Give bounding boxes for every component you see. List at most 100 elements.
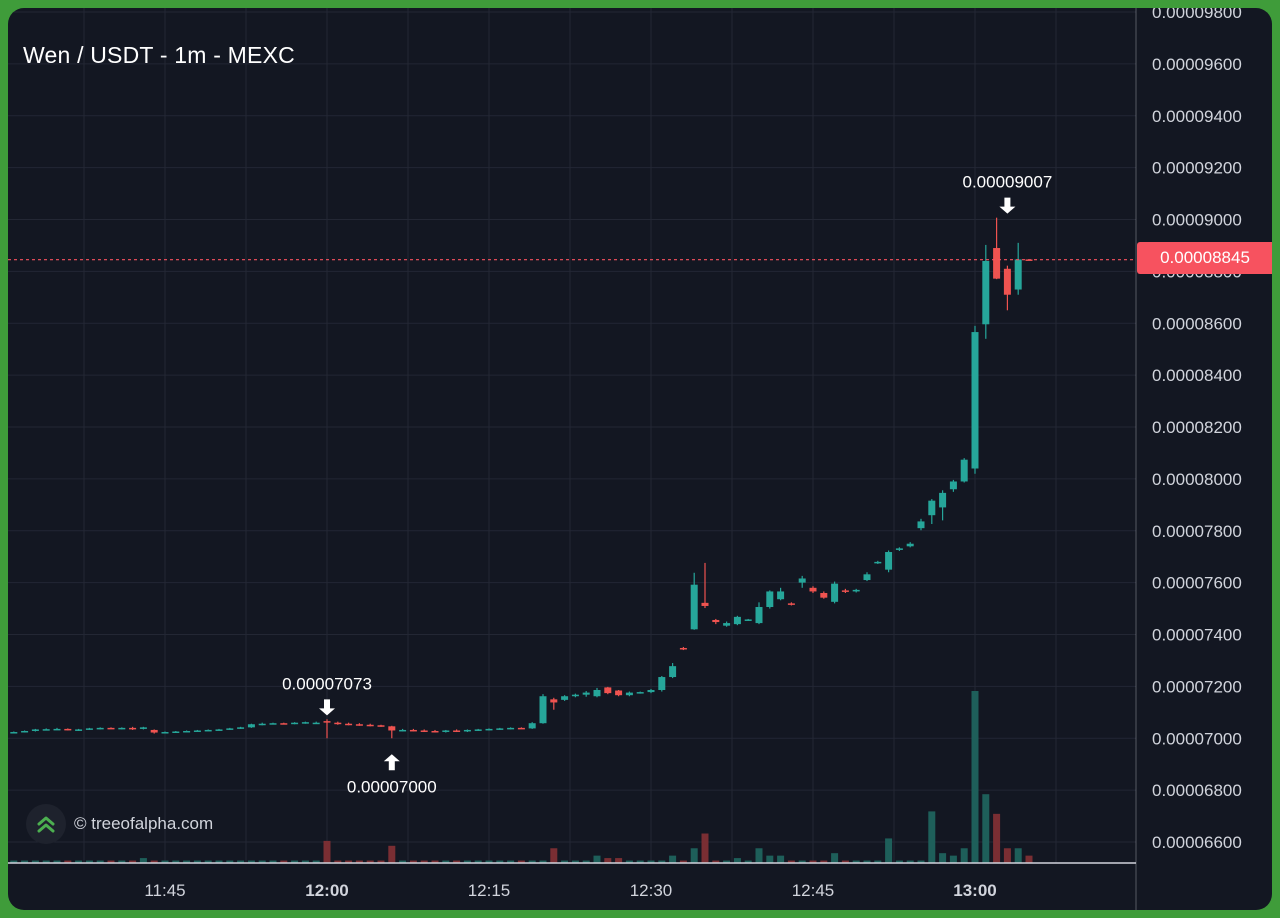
volume-bar [809,860,817,863]
candle-body [712,619,720,623]
candle-body [960,459,968,482]
volume-bar [636,860,644,863]
volume-bar [366,860,374,863]
volume-bar [593,855,601,863]
candle-body [172,731,180,734]
chart-panel[interactable]: 0.00007073 0.00007000 0.00009007 0.0000660… [8,8,1272,910]
volume-bar [906,860,914,863]
candle-body [431,730,439,733]
candle-body [345,723,353,726]
volume-bar [409,860,417,863]
volume-bar [820,860,828,863]
candle-body [517,727,525,730]
candle-body [744,619,752,621]
candle-body [993,248,1001,279]
candle-body [215,729,223,731]
candle-body [258,723,266,726]
volume-bar [960,848,968,863]
y-tick-label: 0.00009800 [1152,8,1242,22]
y-tick-label: 0.00008000 [1152,470,1242,489]
volume-bar [247,860,255,863]
volume-bar [982,794,990,863]
candle-body [269,723,277,725]
candle-body [21,730,29,733]
candle-body [841,590,849,592]
volume-bar [604,858,612,863]
volume-bar [733,858,741,863]
volume-bar [463,860,471,863]
volume-bar [118,860,126,863]
volume-bar [312,860,320,863]
volume-bar [334,860,342,863]
candle-body [582,692,590,695]
volume-bar [831,853,839,863]
candle-body [885,552,893,570]
y-tick-label: 0.00009000 [1152,211,1242,230]
volume-bar [31,860,39,863]
volume-bar [874,860,882,863]
candle-body [312,722,320,725]
candle-body [280,723,288,725]
candle-body [377,725,385,727]
candle-body [161,732,169,734]
volume-bar [291,860,299,863]
candle-body [928,500,936,516]
y-tick-label: 0.00008200 [1152,418,1242,437]
candle-body [874,561,882,564]
volume-bar [453,860,461,863]
arrow-down-icon [319,699,335,716]
volume-bar [658,860,666,863]
candle-body [917,521,925,529]
candle-body [129,727,137,730]
candle-body [604,687,612,694]
volume-bar [172,860,180,863]
volume-bar [96,860,104,863]
candle-body [42,729,50,731]
volume-bar [377,860,385,863]
candle-body [906,543,914,547]
volume-bar [442,860,450,863]
candle-body [625,692,633,696]
candle-body [690,584,698,630]
candle-body [766,591,774,608]
volume-bar [301,860,309,863]
volume-bar [1014,848,1022,863]
candle-body [971,332,979,469]
candle-body [409,729,417,732]
candle-body [831,583,839,602]
y-tick-label: 0.00007000 [1152,729,1242,748]
volume-bar [139,858,147,863]
candle-body [463,729,471,732]
candle-body [820,593,828,598]
volume-bar [690,848,698,863]
candlestick-chart[interactable]: 0.00007073 0.00007000 0.00009007 0.0000660… [8,8,1272,910]
volume-bar [183,860,191,863]
volume-bar [917,860,925,863]
volume-bar [204,860,212,863]
candle-body [10,732,18,734]
candle-body [895,548,903,550]
candle-body [485,728,493,731]
candle-body [183,730,191,733]
candle-body [399,729,407,732]
candle-body [939,492,947,508]
volume-bar [755,848,763,863]
volume-bar [129,860,137,863]
volume-bar [280,860,288,863]
volume-bar [561,860,569,863]
volume-bar [215,860,223,863]
volume-bar [53,860,61,863]
volume-bar [669,855,677,863]
candle-body [96,727,104,730]
volume-bar [496,860,504,863]
volume-bar [193,860,201,863]
volume-bar [161,860,169,863]
candle-body [669,666,677,678]
candle-body [31,729,39,731]
candle-body [615,690,623,696]
arrow-down-icon [999,197,1016,214]
volume-bar [852,860,860,863]
last-price-badge: 0.00008845 [1137,242,1272,274]
y-tick-label: 0.00008400 [1152,366,1242,385]
candle-body [64,728,72,731]
